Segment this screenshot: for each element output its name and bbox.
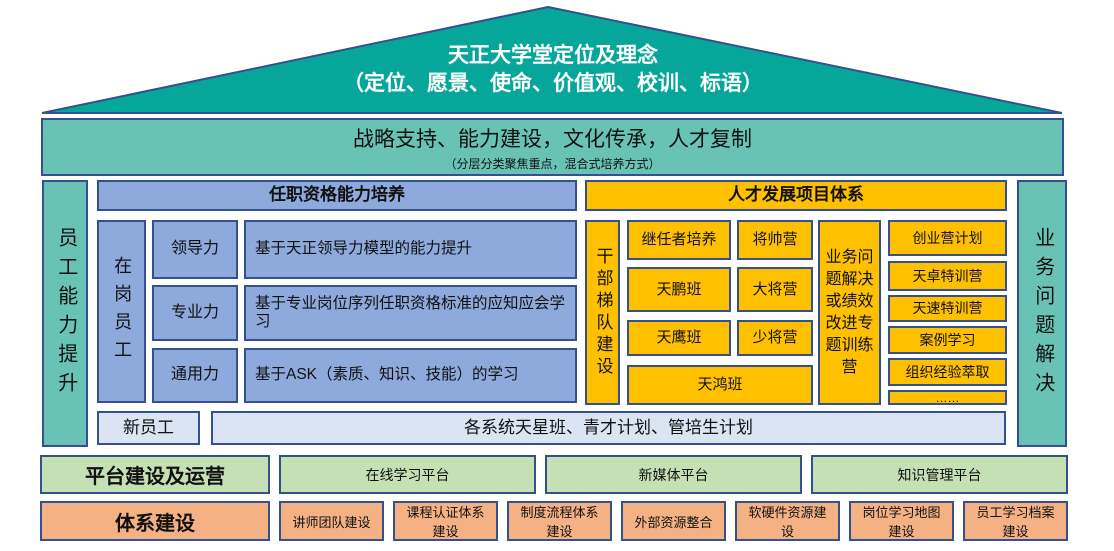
on-job-employee-bar: 在岗员工 xyxy=(97,220,146,403)
talent-header: 人才发展项目体系 xyxy=(585,180,1007,211)
system-item: 软硬件资源建设 xyxy=(735,501,840,541)
talent-cell-0-1: 将帅营 xyxy=(737,220,813,260)
qualification-row-desc: 基于ASK（素质、知识、技能）的学习 xyxy=(244,348,577,403)
new-employee-label: 新员工 xyxy=(97,411,200,445)
platform-row: 平台建设及运营 在线学习平台 新媒体平台 知识管理平台 xyxy=(40,455,1068,494)
qualification-header: 任职资格能力培养 xyxy=(97,180,577,211)
system-item: 外部资源整合 xyxy=(621,501,726,541)
platform-label: 平台建设及运营 xyxy=(40,455,270,494)
talent-right-item: 天速特训营 xyxy=(888,295,1007,322)
platform-item: 知识管理平台 xyxy=(811,455,1068,494)
roof-title: 天正大学堂定位及理念 xyxy=(448,44,658,67)
platform-item: 在线学习平台 xyxy=(279,455,536,494)
talent-cell-2-0: 天鹰班 xyxy=(627,320,731,356)
talent-middle-box: 业务问题解决或绩效改进专题训练营 xyxy=(818,220,881,405)
qualification-row-desc: 基于天正领导力模型的能力提升 xyxy=(244,220,577,279)
cadre-ladder-bar: 干部梯队建设 xyxy=(585,220,620,405)
system-row: 体系建设 讲师团队建设 课程认证体系建设 制度流程体系建设 外部资源整合 软硬件… xyxy=(40,501,1068,541)
talent-cell-2-1: 少将营 xyxy=(737,320,813,356)
system-label: 体系建设 xyxy=(40,501,270,541)
roof-subtitle: （定位、愿景、使命、价值观、校训、标语） xyxy=(343,71,763,95)
roof-shape xyxy=(41,5,1063,114)
qualification-row-label: 专业力 xyxy=(152,285,238,341)
system-item: 讲师团队建设 xyxy=(279,501,384,541)
left-bar-employee-capability: 员工能力提升 xyxy=(42,180,88,447)
talent-right-item: 组织经验萃取 xyxy=(888,358,1007,386)
talent-right-item: …… xyxy=(888,390,1007,405)
banner-subtitle: （分层分类聚焦重点，混合式培养方式） xyxy=(444,156,661,171)
system-item: 课程认证体系建设 xyxy=(393,501,498,541)
system-item: 员工学习档案建设 xyxy=(963,501,1068,541)
talent-right-item: 案例学习 xyxy=(888,326,1007,354)
platform-item: 新媒体平台 xyxy=(545,455,802,494)
roof-text-block: 天正大学堂定位及理念 （定位、愿景、使命、价值观、校训、标语） xyxy=(0,42,1106,97)
talent-cell-1-0: 天鹏班 xyxy=(627,267,731,312)
talent-cell-wide: 天鸿班 xyxy=(627,365,813,405)
talent-right-item: 创业营计划 xyxy=(888,220,1007,256)
system-item: 岗位学习地图建设 xyxy=(849,501,954,541)
talent-right-item: 天卓特训营 xyxy=(888,261,1007,291)
strategy-banner: 战略支持、能力建设，文化传承，人才复制 （分层分类聚焦重点，混合式培养方式） xyxy=(41,118,1064,176)
right-bar-business-problem: 业务问题解决 xyxy=(1017,180,1067,447)
system-item: 制度流程体系建设 xyxy=(507,501,612,541)
banner-title: 战略支持、能力建设，文化传承，人才复制 xyxy=(353,127,752,151)
qualification-row-label: 领导力 xyxy=(152,220,238,279)
new-employee-desc: 各系统天星班、青才计划、管培生计划 xyxy=(211,411,1006,445)
talent-cell-1-1: 大将营 xyxy=(737,267,813,312)
talent-cell-0-0: 继任者培养 xyxy=(627,220,731,260)
qualification-row-desc: 基于专业岗位序列任职资格标准的应知应会学习 xyxy=(244,285,577,341)
qualification-row-label: 通用力 xyxy=(152,348,238,403)
